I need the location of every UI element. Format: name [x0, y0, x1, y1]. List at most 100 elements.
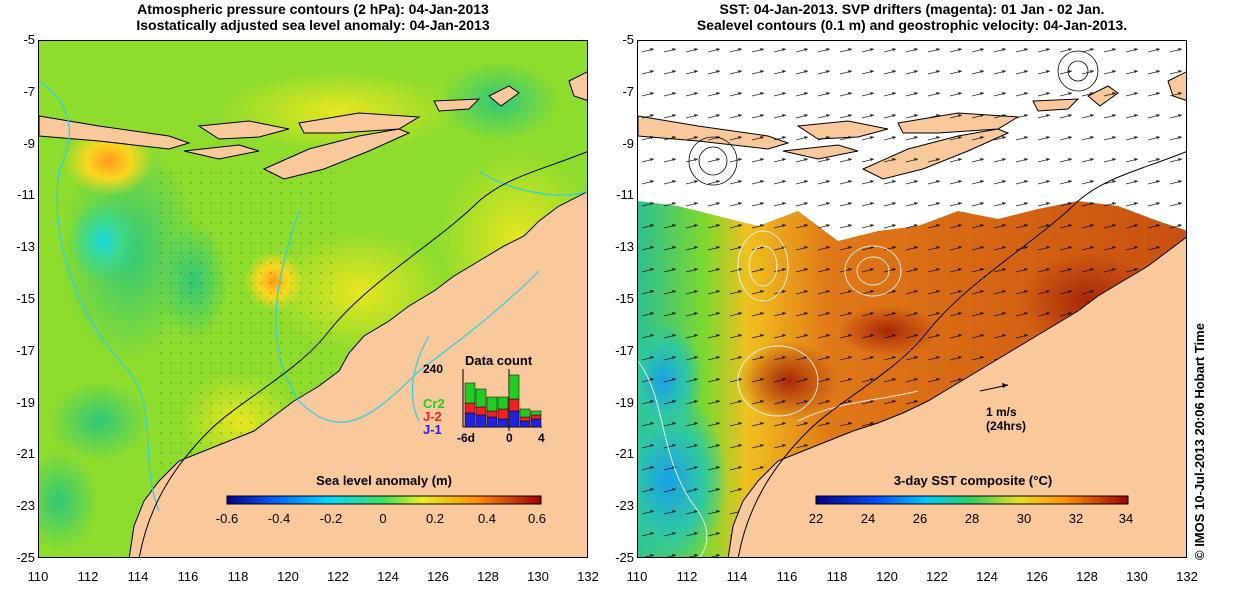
longitude-tick-label: 118 [227, 569, 249, 584]
island-timor [262, 128, 411, 180]
data-count-bar [530, 418, 542, 428]
shelf-contour [138, 151, 587, 557]
sst-colorbar [815, 495, 1129, 505]
data-count-bar [508, 410, 520, 428]
sla-colorbar-tick: -0.6 [215, 511, 239, 526]
latitude-tick-label: -11 [17, 187, 35, 203]
latitude-tick-label: -13 [16, 239, 35, 255]
data-count-bar [475, 414, 487, 428]
data-count-xlabel: 0 [506, 431, 513, 445]
latitude-tick-label: -19 [615, 394, 634, 410]
sla-colorbar [226, 495, 542, 505]
longitude-tick-label: 132 [1176, 569, 1198, 584]
latitude-tick-label: -21 [16, 446, 35, 462]
right-title-line1: SST: 04-Jan-2013. SVP drifters (magenta)… [719, 1, 1105, 17]
longitude-tick-label: 120 [876, 569, 898, 584]
sst-colorbar-tick: 26 [912, 511, 928, 526]
longitude-tick-label: 120 [277, 569, 299, 584]
latitude-tick-label: -17 [615, 342, 634, 358]
data-count-bar [519, 408, 531, 418]
velocity-scale-label: 1 m/s [986, 405, 1017, 419]
longitude-tick-label: 112 [77, 569, 99, 584]
sst-colorbar-tick: 34 [1118, 511, 1134, 526]
island-aru [568, 71, 587, 101]
data-count-bar [519, 420, 531, 428]
sla-colorbar-tick: 0.6 [527, 511, 547, 526]
island-sumbawa [197, 120, 290, 140]
sst-colorbar-tick: 30 [1016, 511, 1032, 526]
data-count-bar [508, 398, 520, 412]
latitude-tick-label: -21 [615, 446, 634, 462]
latitude-tick-label: -13 [615, 239, 634, 255]
data-count-legend-cr2: Cr2 [423, 396, 445, 411]
latitude-tick-label: -19 [16, 394, 35, 410]
data-count-bar [519, 416, 531, 422]
latitude-tick-label: -15 [16, 291, 35, 306]
data-count-bar [486, 410, 498, 418]
sst-colorbar-tick: 28 [964, 511, 980, 526]
longitude-tick-label: 128 [1076, 569, 1098, 584]
bathymetry-contour [478, 170, 587, 196]
data-count-bar [497, 408, 509, 420]
latitude-tick-label: -15 [615, 291, 634, 306]
longitude-tick-label: 112 [676, 569, 698, 584]
latitude-tick-label: -25 [16, 550, 35, 565]
data-count-bar [464, 382, 476, 404]
sst-colorbar-tick: 32 [1068, 511, 1084, 526]
longitude-tick-label: 118 [826, 569, 848, 584]
sla-colorbar-tick: 0.4 [477, 511, 497, 526]
sst-colorbar-tick: 22 [808, 511, 824, 526]
latitude-tick-label: -5 [622, 32, 634, 47]
copyright-notice: © IMOS 10-Jul-2013 20:06 Hobart Time [1192, 323, 1207, 560]
data-count-bar [508, 374, 520, 400]
sea-level-anomaly-map: Sea level anomaly (m) -0.6 -0.4 -0.2 0 0… [38, 40, 588, 558]
data-count-bar [530, 410, 542, 416]
bathymetry-contour [39, 80, 160, 512]
data-count-xlabel: -6d [457, 431, 475, 445]
bathymetry-contour [411, 335, 430, 422]
velocity-scale-label: (24hrs) [986, 419, 1027, 433]
sla-colorbar-tick: -0.4 [267, 511, 291, 526]
longitude-tick-label: 126 [1026, 569, 1048, 584]
data-count-bar [464, 402, 476, 414]
longitude-tick-label: 114 [127, 569, 149, 584]
data-count-xlabel: 4 [538, 431, 545, 445]
geostrophic-velocity-arrows [638, 41, 1186, 557]
longitude-tick-label: 124 [377, 569, 399, 584]
island-tanimbar [488, 85, 520, 107]
data-count-bar [475, 406, 487, 416]
longitude-tick-label: 132 [577, 569, 599, 584]
data-count-bar [530, 414, 542, 420]
data-count-bar [486, 396, 498, 412]
latitude-tick-label: -23 [16, 498, 35, 514]
longitude-tick-label: 130 [527, 569, 549, 584]
data-count-legend-j1: J-1 [423, 422, 442, 437]
data-count-title: Data count [465, 353, 533, 368]
sst-colorbar-title: 3-day SST composite (°C) [893, 473, 1053, 488]
data-count-bar [497, 418, 509, 428]
data-count-bar [486, 416, 498, 428]
data-count-ymax: 240 [423, 362, 444, 376]
latitude-tick-label: -17 [16, 342, 35, 358]
longitude-tick-label: 114 [726, 569, 748, 584]
data-count-bar [464, 412, 476, 428]
bathymetry-contour [275, 210, 540, 423]
longitude-tick-label: 130 [1126, 569, 1148, 584]
longitude-tick-label: 116 [177, 569, 199, 584]
left-title-line2: Isostatically adjusted sea level anomaly… [136, 17, 490, 33]
longitude-tick-label: 124 [976, 569, 998, 584]
longitude-tick-label: 122 [926, 569, 948, 584]
sealevel-contours [638, 230, 919, 557]
left-title-line1: Atmospheric pressure contours (2 hPa): 0… [137, 1, 489, 17]
longitude-tick-label: 122 [327, 569, 349, 584]
longitude-tick-label: 116 [776, 569, 798, 584]
sla-colorbar-tick: 0 [379, 511, 387, 526]
island-java [39, 115, 191, 150]
latitude-tick-label: -7 [23, 83, 35, 99]
data-count-bar [497, 396, 509, 410]
latitude-tick-label: -9 [622, 135, 634, 151]
longitude-tick-label: 110 [27, 569, 49, 584]
longitude-tick-label: 128 [477, 569, 499, 584]
latitude-tick-label: -5 [23, 32, 35, 47]
latitude-tick-label: -11 [616, 187, 634, 203]
